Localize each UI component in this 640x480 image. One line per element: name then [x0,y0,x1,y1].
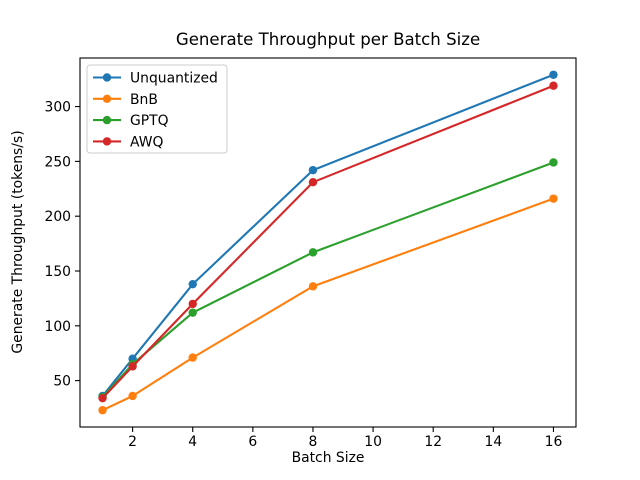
data-point-awq [188,299,197,309]
data-point-awq [98,393,107,403]
data-point-unquantized [549,70,558,79]
legend-marker [102,94,112,104]
x-tick-label: 12 [424,434,442,450]
data-point-gptq [308,248,318,257]
data-point-bnb [188,353,197,362]
data-point-bnb [128,391,137,401]
data-point-gptq [188,308,197,317]
y-axis-ticks: 50 100 150 200 250 300 [44,100,80,390]
x-tick-label: 2 [128,434,137,450]
x-tick-label: 14 [484,434,502,450]
y-tick-label: 250 [44,154,71,170]
data-point-bnb [308,282,318,291]
y-tick-label: 200 [44,209,71,225]
data-point-awq [128,362,137,371]
y-tick-label: 50 [53,374,71,390]
x-axis-ticks: 2 4 6 8 10 12 14 16 [128,427,562,450]
y-axis-label: Generate Throughput (tokens/s) [10,130,26,353]
data-point-bnb [98,406,107,415]
x-tick-label: 6 [248,434,257,450]
x-tick-label: 4 [188,434,197,450]
legend: Unquantized BnB GPTQ AWQ [86,64,228,154]
x-tick-label: 16 [545,434,563,450]
x-tick-label: 8 [309,434,318,450]
plot-area-border [79,57,577,428]
series-group [98,70,558,415]
x-tick-label: 10 [364,434,382,450]
legend-label-bnb: BnB [130,92,158,108]
y-tick-label: 300 [44,100,71,116]
legend-box [86,64,228,154]
legend-label-gptq: GPTQ [130,113,169,129]
y-tick-label: 100 [44,319,71,335]
data-point-awq [308,178,318,187]
data-point-gptq [549,158,558,167]
data-point-unquantized [188,279,197,289]
y-tick-label: 150 [44,264,71,280]
data-point-bnb [549,194,558,203]
series-line-bnb [102,197,554,412]
data-point-unquantized [308,165,318,175]
legend-marker [102,115,112,125]
legend-label-unquantized: Unquantized [130,71,218,87]
legend-marker [102,137,112,146]
chart-title: Generate Throughput per Batch Size [176,30,480,49]
data-point-awq [549,81,558,90]
x-axis-label: Batch Size [292,450,365,466]
legend-marker [102,73,112,82]
legend-label-awq: AWQ [130,134,163,150]
